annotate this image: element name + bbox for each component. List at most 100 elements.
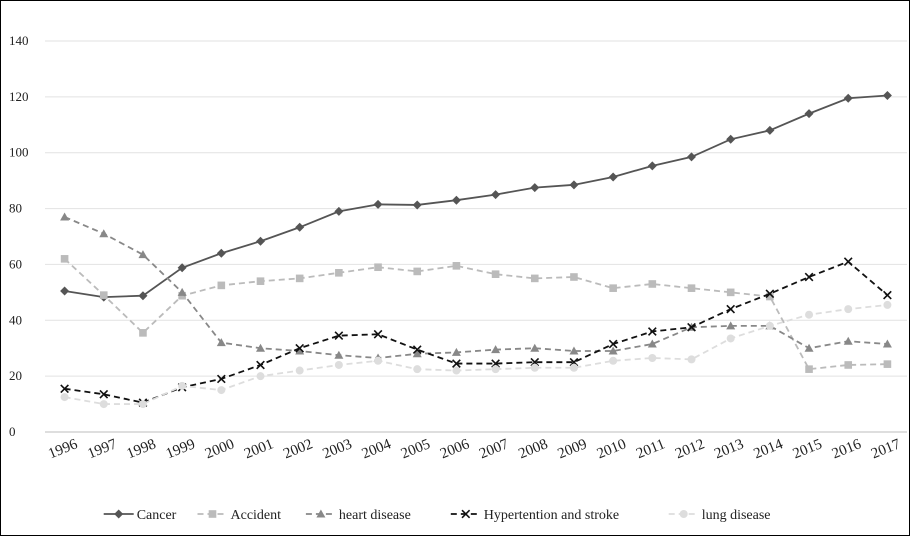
series-line [65,95,888,297]
legend-marker [680,510,688,518]
data-point [60,286,69,295]
y-axis: 0 20 40 60 80 100 120 140 [9,33,29,439]
x-tick-label: 2013 [712,436,746,462]
legend-label: Hypertention and stroke [484,508,619,523]
data-point [883,91,892,100]
data-point [256,237,265,246]
data-point [609,357,617,365]
x-axis: 1996 1997 1998 1999 2000 2001 2002 2003 2004 2005… [46,436,903,462]
x-tick-label: 2001 [242,436,276,462]
x-tick-label: 1997 [85,436,119,462]
data-point [570,364,578,372]
legend-label: Cancer [137,508,177,523]
x-tick-label: 2003 [320,436,354,462]
data-point [609,173,618,182]
data-point [100,400,108,408]
data-point [413,268,421,276]
legend-label: Accident [231,508,282,523]
x-tick-label: 2006 [438,436,472,462]
data-point [217,386,225,394]
x-tick-label: 2010 [595,436,629,462]
y-tick-label: 20 [9,368,22,383]
series-lung-disease [61,301,892,408]
legend-label: heart disease [339,508,411,523]
data-point [884,360,892,368]
series-line [65,262,888,403]
data-point [139,400,147,408]
x-tick-label: 2009 [556,436,590,462]
data-point [99,229,108,237]
data-point [61,393,69,401]
data-point [178,288,187,296]
x-tick-label: 2005 [399,436,433,462]
series-accident [61,255,891,373]
y-tick-label: 80 [9,201,22,216]
legend-item: Accident [198,508,282,523]
series-group [60,91,892,408]
gridlines [45,41,907,432]
series-heart-disease [60,212,892,361]
data-point [453,262,461,270]
y-tick-label: 40 [9,312,22,327]
legend-item: Cancer [104,508,177,523]
data-point [296,367,304,375]
data-point [452,367,460,375]
data-point [688,284,696,292]
x-tick-label: 2004 [360,436,394,462]
legend-marker [209,510,217,518]
data-point [609,284,617,292]
series-line [65,217,888,358]
data-point [805,344,814,352]
data-point [883,301,891,309]
data-point [649,280,657,288]
data-point [648,161,657,170]
data-point [413,365,421,373]
series-cancer [60,91,892,302]
data-point [844,337,853,345]
data-point [257,372,265,380]
x-tick-label: 2016 [830,436,864,462]
data-point [217,249,226,258]
x-tick-label: 2017 [869,436,903,462]
x-tick-label: 2015 [791,436,825,462]
data-point [374,200,383,209]
data-point [844,361,852,369]
x-tick-label: 1998 [125,436,159,462]
y-tick-label: 140 [9,33,29,48]
data-point [884,291,892,299]
series-line [65,259,888,369]
data-point [452,196,461,205]
data-point [374,357,382,365]
data-point [844,305,852,313]
data-point [374,263,382,271]
data-point [139,329,147,337]
data-point [805,311,813,319]
x-tick-label: 2000 [203,436,237,462]
data-point [257,277,265,285]
data-point [60,212,69,220]
data-point [296,275,304,283]
data-point [687,152,696,161]
y-tick-label: 0 [9,424,16,439]
data-point [727,289,735,297]
x-tick-label: 2012 [673,436,707,462]
data-point [805,273,813,281]
legend-item: Hypertention and stroke [451,508,619,523]
legend-label: lung disease [702,508,771,523]
data-point [569,180,578,189]
data-point [335,269,343,277]
x-tick-label: 1996 [46,436,80,462]
x-tick-label: 2002 [281,436,315,462]
data-point [531,275,539,283]
legend-marker [114,510,123,519]
data-point [531,364,539,372]
data-point [727,305,735,313]
legend-item: heart disease [306,508,411,523]
data-point [570,273,578,281]
x-tick-label: 2011 [634,436,667,462]
data-point [492,365,500,373]
x-tick-label: 2014 [751,436,785,462]
data-point [335,361,343,369]
